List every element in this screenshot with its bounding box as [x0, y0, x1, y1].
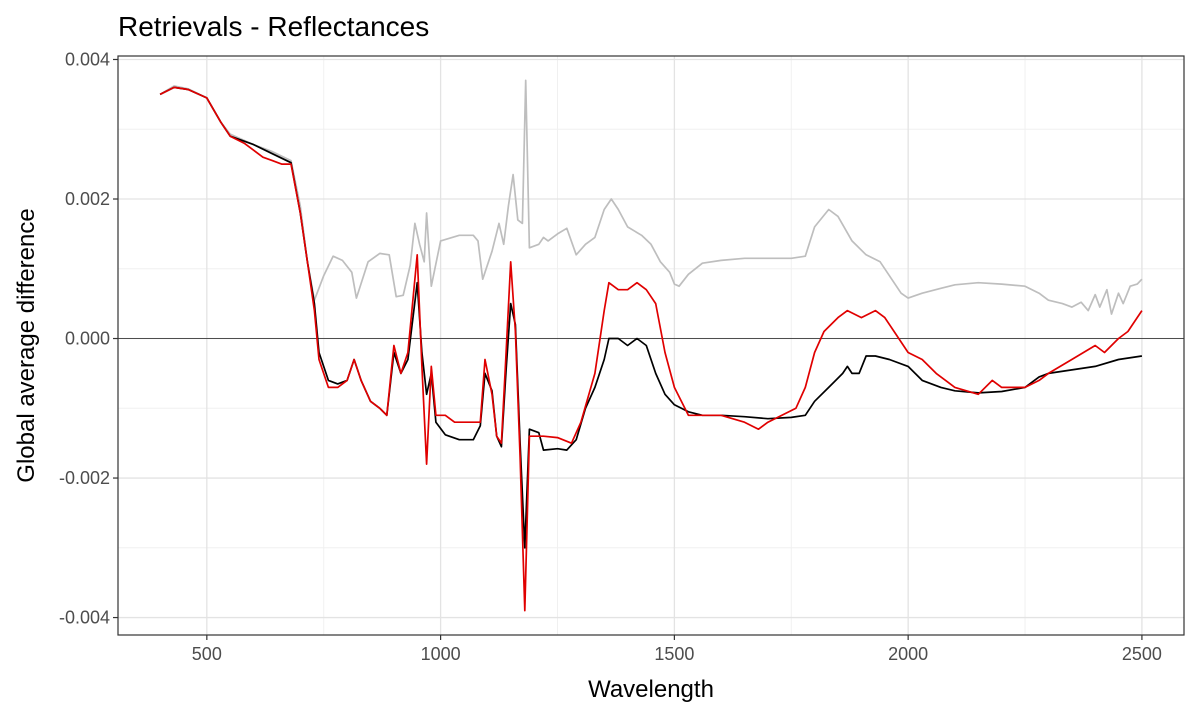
y-tick-label: 0.000	[65, 329, 110, 349]
y-tick-label: 0.002	[65, 189, 110, 209]
series-line-3	[159, 86, 1143, 612]
series-line-1	[159, 79, 1143, 315]
y-tick-label: 0.004	[65, 49, 110, 69]
x-tick-label: 2500	[1122, 644, 1162, 664]
x-tick-label: 1000	[421, 644, 461, 664]
series-lines	[159, 79, 1143, 612]
chart-title: Retrievals - Reflectances	[118, 11, 429, 42]
series-line-2	[159, 86, 1143, 549]
x-tick-label: 500	[192, 644, 222, 664]
y-tick-label: -0.002	[59, 468, 110, 488]
x-tick-label: 1500	[654, 644, 694, 664]
y-tick-label: -0.004	[59, 608, 110, 628]
x-tick-label: 2000	[888, 644, 928, 664]
plot-panel-border	[117, 55, 1185, 636]
y-axis-title: Global average difference	[13, 208, 40, 482]
x-axis-title: Wavelength	[588, 676, 714, 703]
axes: 500 1000 1500 2000 2500 -0.004 -0.002 0.000 0.00…	[59, 49, 1162, 664]
grid	[118, 56, 1184, 635]
